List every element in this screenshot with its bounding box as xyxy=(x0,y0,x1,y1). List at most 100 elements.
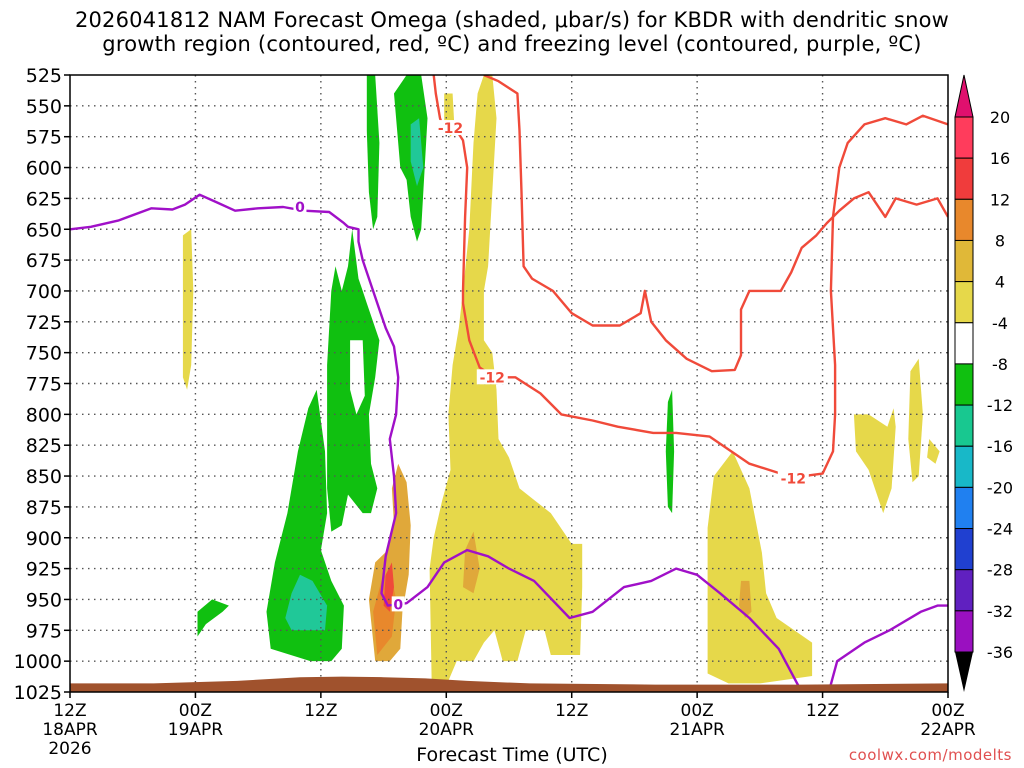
colorbar-label-3: 8 xyxy=(995,231,1005,250)
omega-region-0-2 xyxy=(182,229,194,390)
colorbar-label-6: -8 xyxy=(992,355,1008,374)
omega-region-1-1 xyxy=(463,531,480,594)
colorbar-label-1: 16 xyxy=(990,149,1010,168)
omega-region-1-2 xyxy=(739,580,752,618)
omega-region-5-0 xyxy=(285,574,328,631)
contour-label-bg-0-1 xyxy=(476,369,508,385)
contour-label-bg-0-0 xyxy=(434,120,466,136)
omega-region-0-4 xyxy=(853,408,896,514)
contour-line-2 xyxy=(70,193,948,692)
contour-label-2-0: 0 xyxy=(295,200,305,216)
x-tick-label-12-2: 19APR xyxy=(168,720,224,740)
y-tick-label-725: 725 xyxy=(26,312,62,334)
y-tick-label-750: 750 xyxy=(26,343,62,365)
x-tick-label-36-2: 20APR xyxy=(419,720,475,740)
colorbar-label-5: -4 xyxy=(992,314,1008,333)
y-tick-label-800: 800 xyxy=(26,404,62,426)
y-tick-label-550: 550 xyxy=(26,96,62,118)
colorbar-label-2: 12 xyxy=(990,190,1010,209)
colorbar-label-9: -20 xyxy=(987,478,1013,497)
omega-region-0-6 xyxy=(927,439,940,464)
contour-label-bg-1-0 xyxy=(777,470,809,486)
omega-region-6-0 xyxy=(350,340,365,415)
y-tick-label-625: 625 xyxy=(26,188,62,210)
colorbar-label-0: 20 xyxy=(990,108,1010,127)
y-tick-label-850: 850 xyxy=(26,466,62,488)
omega-region-4-4 xyxy=(197,599,229,637)
y-tick-label-1000: 1000 xyxy=(14,651,62,673)
y-tick-label-700: 700 xyxy=(26,281,62,303)
colorbar-label-12: -32 xyxy=(987,602,1013,621)
omega-region-4-0 xyxy=(266,389,344,662)
y-tick-label-675: 675 xyxy=(26,250,62,272)
colorbar-bin-11 xyxy=(954,569,974,612)
contour-line-1 xyxy=(483,75,948,373)
site-credit[interactable]: coolwx.com/modelts xyxy=(848,746,1012,764)
x-tick-label-24-1: 12Z xyxy=(304,701,337,721)
terrain-surface xyxy=(70,676,948,692)
colorbar-label-10: -24 xyxy=(987,520,1013,539)
omega-region-3-0 xyxy=(383,562,394,612)
colorbar-bin-0 xyxy=(954,116,974,159)
colorbar: 20 16 12 8 4 -4 -8 -12 -16 -20 -24 -28 -32 -36 xyxy=(954,74,1013,692)
contour-label-0-1: -12 xyxy=(480,370,505,386)
y-tick-label-525: 525 xyxy=(26,65,62,87)
chart-title-line-2: growth region (contoured, red, ºC) and f… xyxy=(102,32,922,56)
contour-line-0 xyxy=(432,75,948,478)
contour-label-0-0: -12 xyxy=(438,121,463,137)
plot-grid-layer xyxy=(70,75,948,692)
y-tick-label-775: 775 xyxy=(26,374,62,396)
colorbar-label-4: 4 xyxy=(995,273,1005,292)
plot-terrain-layer xyxy=(70,676,948,692)
contour-label-2-1: 0 xyxy=(393,597,403,613)
y-tick-label-575: 575 xyxy=(26,127,62,149)
contour-label-bg-2-0 xyxy=(293,199,307,215)
colorbar-bin-2 xyxy=(954,198,974,241)
omega-region-5-1 xyxy=(410,118,424,187)
x-tick-label-0-2: 18APR xyxy=(42,720,98,740)
plot-contour-layer: -12 -12 -12 0 0 xyxy=(70,75,948,692)
y-tick-label-950: 950 xyxy=(26,589,62,611)
colorbar-top-arrow xyxy=(954,74,974,118)
y-tick-label-600: 600 xyxy=(26,158,62,180)
y-tick-label-825: 825 xyxy=(26,435,62,457)
x-tick-label-60-1: 00Z xyxy=(681,701,714,721)
x-tick-label-84-2: 22APR xyxy=(920,720,976,740)
colorbar-bin-6 xyxy=(954,363,974,406)
contour-label-1-0: -12 xyxy=(781,472,806,488)
x-tick-label-72-1: 12Z xyxy=(806,701,839,721)
y-tick-label-875: 875 xyxy=(26,497,62,519)
contour-label-bg-2-1 xyxy=(391,596,405,612)
x-tick-label-60-2: 21APR xyxy=(669,720,725,740)
colorbar-label-8: -16 xyxy=(987,437,1013,456)
x-tick-label-48-1: 12Z xyxy=(555,701,588,721)
y-tick-label-900: 900 xyxy=(26,528,62,550)
plot-axes-layer: 525 550 575 600 625 650 675 700 725 750 775 800 825 8… xyxy=(14,65,976,759)
x-tick-label-36-1: 00Z xyxy=(430,701,463,721)
colorbar-label-11: -28 xyxy=(987,561,1013,580)
omega-region-0-5 xyxy=(908,358,923,483)
colorbar-bin-7 xyxy=(954,404,974,447)
plot-fill-layer xyxy=(182,75,940,686)
x-tick-label-0-3: 2026 xyxy=(48,739,91,759)
colorbar-bin-10 xyxy=(954,528,974,571)
colorbar-label-13: -36 xyxy=(987,643,1013,662)
y-tick-label-650: 650 xyxy=(26,219,62,241)
colorbar-label-7: -12 xyxy=(987,396,1013,415)
omega-region-0-0 xyxy=(429,75,583,686)
y-tick-label-925: 925 xyxy=(26,559,62,581)
y-tick-label-1025: 1025 xyxy=(14,682,62,704)
omega-region-0-3 xyxy=(707,451,813,684)
colorbar-bin-3 xyxy=(954,239,974,283)
chart-title-line-1: 2026041812 NAM Forecast Omega (shaded, μ… xyxy=(74,8,950,32)
omega-region-4-5 xyxy=(665,389,675,514)
colorbar-bin-5 xyxy=(954,322,974,365)
colorbar-bottom-arrow xyxy=(955,652,973,692)
x-axis-title: Forecast Time (UTC) xyxy=(416,744,608,766)
x-tick-label-84-1: 00Z xyxy=(931,701,964,721)
x-tick-label-0-1: 12Z xyxy=(53,701,86,721)
colorbar-bin-4 xyxy=(954,281,974,324)
colorbar-bin-9 xyxy=(954,486,974,530)
y-tick-label-975: 975 xyxy=(26,620,62,642)
